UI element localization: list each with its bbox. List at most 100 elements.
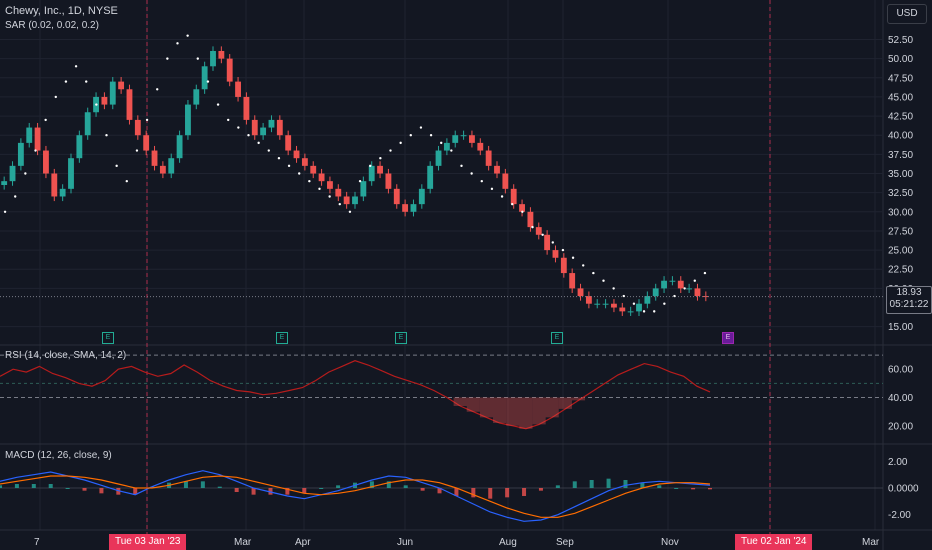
earnings-marker-upcoming[interactable]: E [722,332,734,344]
candle [427,165,434,189]
sar-dot [156,88,159,91]
sar-dot [328,195,331,198]
candle [410,204,417,212]
time-tick: Mar [234,537,252,548]
sar-dot [693,279,696,282]
sar-dot [541,233,544,236]
time-tick: 7 [34,537,40,548]
sar-dot [277,156,281,160]
rsi-tick: 20.00 [888,421,913,432]
candle [510,188,517,205]
sar-dot [267,149,270,152]
candle [101,96,108,105]
macd-histogram-bar [522,488,527,496]
candle [443,142,450,151]
candle [577,288,584,297]
candle [519,204,525,212]
signal-line [0,475,711,518]
sar-dot [206,80,210,83]
candle [452,135,459,143]
sar-dot [440,141,443,145]
price-tick: 52.50 [888,35,913,46]
sar-dot [642,310,646,313]
sar-dot [54,95,57,99]
candle [594,303,601,305]
candle [126,89,133,120]
candle [176,135,183,159]
sar-dot [429,134,433,137]
sar-dot [450,149,453,152]
bar-countdown: 05:21:22 [889,299,929,310]
macd-label[interactable]: MACD (12, 26, close, 9) [5,450,112,461]
candle [611,303,617,308]
candle [669,280,676,282]
time-tick: Aug [499,537,517,548]
macd-histogram-bar [420,488,425,491]
currency-button[interactable]: USD [887,4,927,24]
macd-histogram-bar [285,488,290,495]
sar-dot [216,103,220,106]
macd-histogram-bar [200,481,205,488]
sar-dot [612,287,615,290]
sar-dot [460,164,463,168]
earnings-marker[interactable]: E [102,332,114,344]
earnings-marker[interactable]: E [276,332,288,344]
sar-dot [379,156,382,160]
candle [84,112,91,136]
earnings-marker[interactable]: E [395,332,407,344]
macd-histogram-bar [336,485,341,488]
candle [276,119,283,136]
candle [694,288,701,297]
sar-dot [338,202,341,206]
macd-histogram-bar [369,481,374,488]
sar-dot [571,256,575,259]
sar-dot [582,264,585,267]
candle [151,150,158,166]
price-tick: 15.00 [888,322,913,333]
sar-dot [237,126,240,129]
macd-histogram-bar [48,484,53,488]
time-tick: Apr [295,537,311,548]
candle [243,96,250,120]
sar-dot [247,134,250,137]
candle [377,165,383,174]
crosshair-date-tag: Tue 03 Jan '23 [109,534,187,550]
candle [418,188,425,205]
macd-histogram-bar [183,481,188,488]
candle [435,150,442,166]
sar-dot [186,34,189,37]
sar-dot [95,103,98,106]
earnings-marker[interactable]: E [551,332,563,344]
macd-histogram-bar [65,488,70,489]
candle [527,211,534,228]
macd-histogram-bar [471,488,476,498]
sar-dot [561,248,565,252]
sar-indicator-label[interactable]: SAR (0.02, 0.02, 0.2) [5,20,99,31]
sar-dot [85,80,88,83]
sar-dot [145,118,149,122]
candle [68,158,74,189]
last-price-value: 18.93 [896,287,922,298]
price-tick: 30.00 [888,207,913,218]
candle [293,150,300,159]
sar-dot [227,118,230,122]
price-tick: 47.50 [888,73,913,84]
rsi-tick: 60.00 [888,365,913,376]
rsi-label[interactable]: RSI (14, close, SMA, 14, 2) [5,350,127,361]
macd-histogram-bar [302,488,307,494]
candle [260,127,267,136]
macd-histogram-bar [133,488,138,495]
sar-dot [14,195,17,198]
candle [560,257,567,274]
sar-dot [44,118,47,122]
macd-histogram-bar [674,488,679,489]
time-tick: Jun [397,537,414,548]
macd-histogram-bar [572,481,577,488]
sar-dot [409,134,412,137]
sar-dot [500,195,504,198]
price-tick: 40.00 [888,131,913,142]
candle [352,196,358,205]
candle [109,81,116,105]
macd-histogram-bar [116,488,121,495]
